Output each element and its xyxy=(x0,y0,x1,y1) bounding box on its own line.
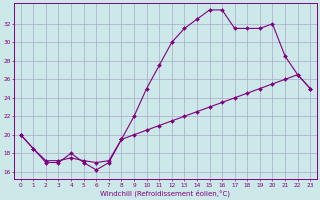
X-axis label: Windchill (Refroidissement éolien,°C): Windchill (Refroidissement éolien,°C) xyxy=(100,189,230,197)
